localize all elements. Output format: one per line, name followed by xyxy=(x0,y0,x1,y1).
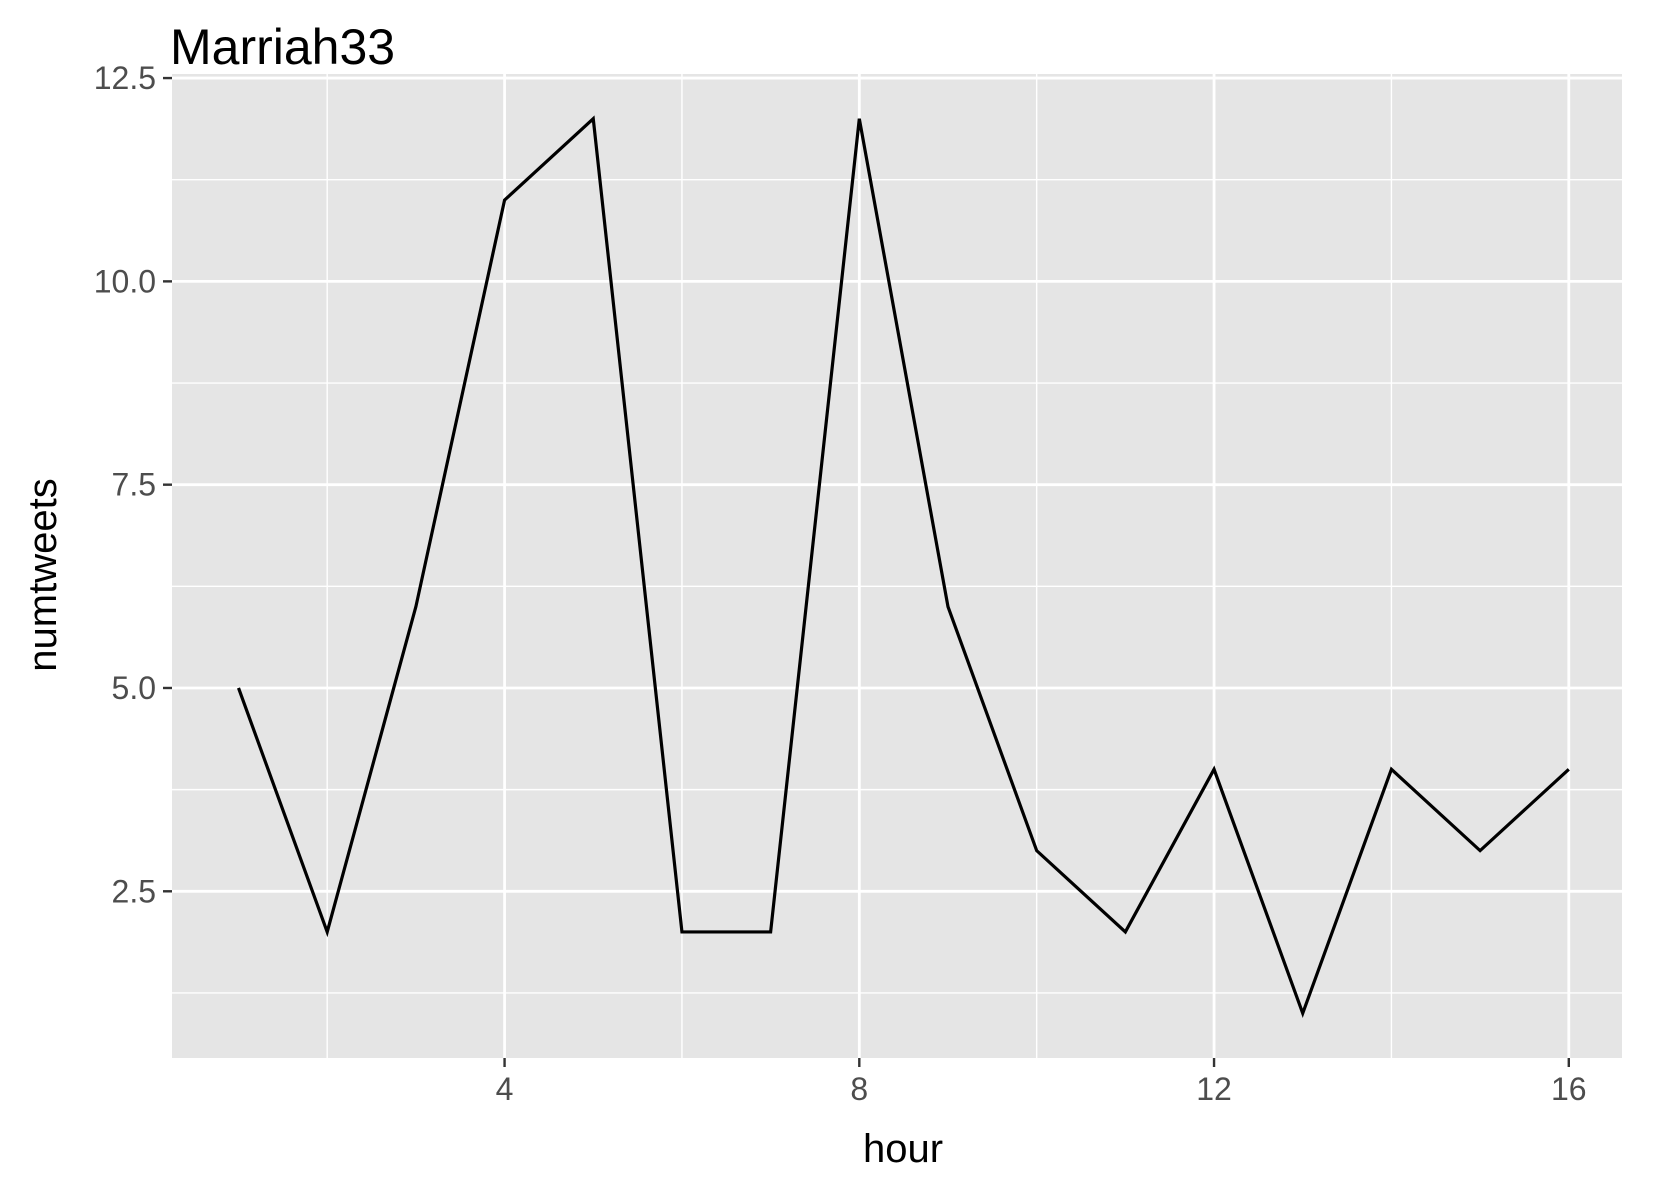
tick-labels: 4 8 12 16 2.5 5.0 7.5 10.0 12.5 xyxy=(94,60,1587,1107)
x-tick-label: 12 xyxy=(1196,1071,1232,1107)
series-layer xyxy=(237,115,1570,1018)
y-tick-label: 10.0 xyxy=(94,263,156,299)
axis-ticks xyxy=(163,76,1570,1067)
major-gridlines xyxy=(172,74,1622,1058)
y-tick-label: 5.0 xyxy=(112,670,156,706)
x-tick-label: 16 xyxy=(1551,1071,1587,1107)
chart-title: Marriah33 xyxy=(170,19,395,75)
x-tick-label: 8 xyxy=(850,1071,868,1107)
minor-gridlines xyxy=(172,74,1622,1058)
y-tick-label: 7.5 xyxy=(112,467,156,503)
x-tick-label: 4 xyxy=(496,1071,514,1107)
y-axis-title: numtweets xyxy=(21,478,65,671)
y-tick-label: 12.5 xyxy=(94,60,156,96)
panel-background xyxy=(172,74,1622,1058)
series-line xyxy=(237,115,1570,1018)
y-tick-label: 2.5 xyxy=(112,873,156,909)
x-axis-title: hour xyxy=(863,1127,943,1171)
